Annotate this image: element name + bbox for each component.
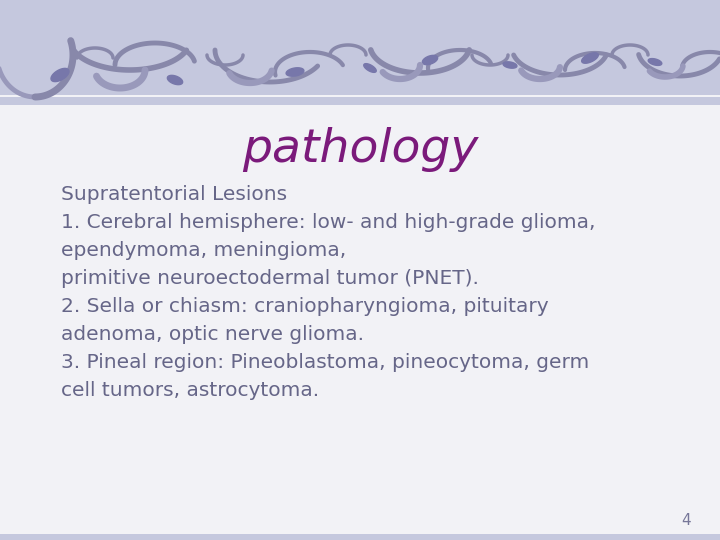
Text: 4: 4: [682, 513, 691, 528]
Bar: [0, 97, 720, 105]
Polygon shape: [582, 53, 598, 63]
Polygon shape: [364, 64, 377, 72]
Bar: [0, 0, 720, 95]
Polygon shape: [51, 69, 69, 82]
Bar: [0, 534, 720, 540]
Text: pathology: pathology: [242, 127, 478, 172]
Polygon shape: [423, 56, 438, 65]
Text: Supratentorial Lesions
1. Cerebral hemisphere: low- and high-grade glioma,
epend: Supratentorial Lesions 1. Cerebral hemis…: [61, 185, 595, 400]
Polygon shape: [503, 62, 517, 68]
Polygon shape: [167, 76, 183, 85]
Polygon shape: [286, 68, 304, 76]
Polygon shape: [648, 58, 662, 65]
